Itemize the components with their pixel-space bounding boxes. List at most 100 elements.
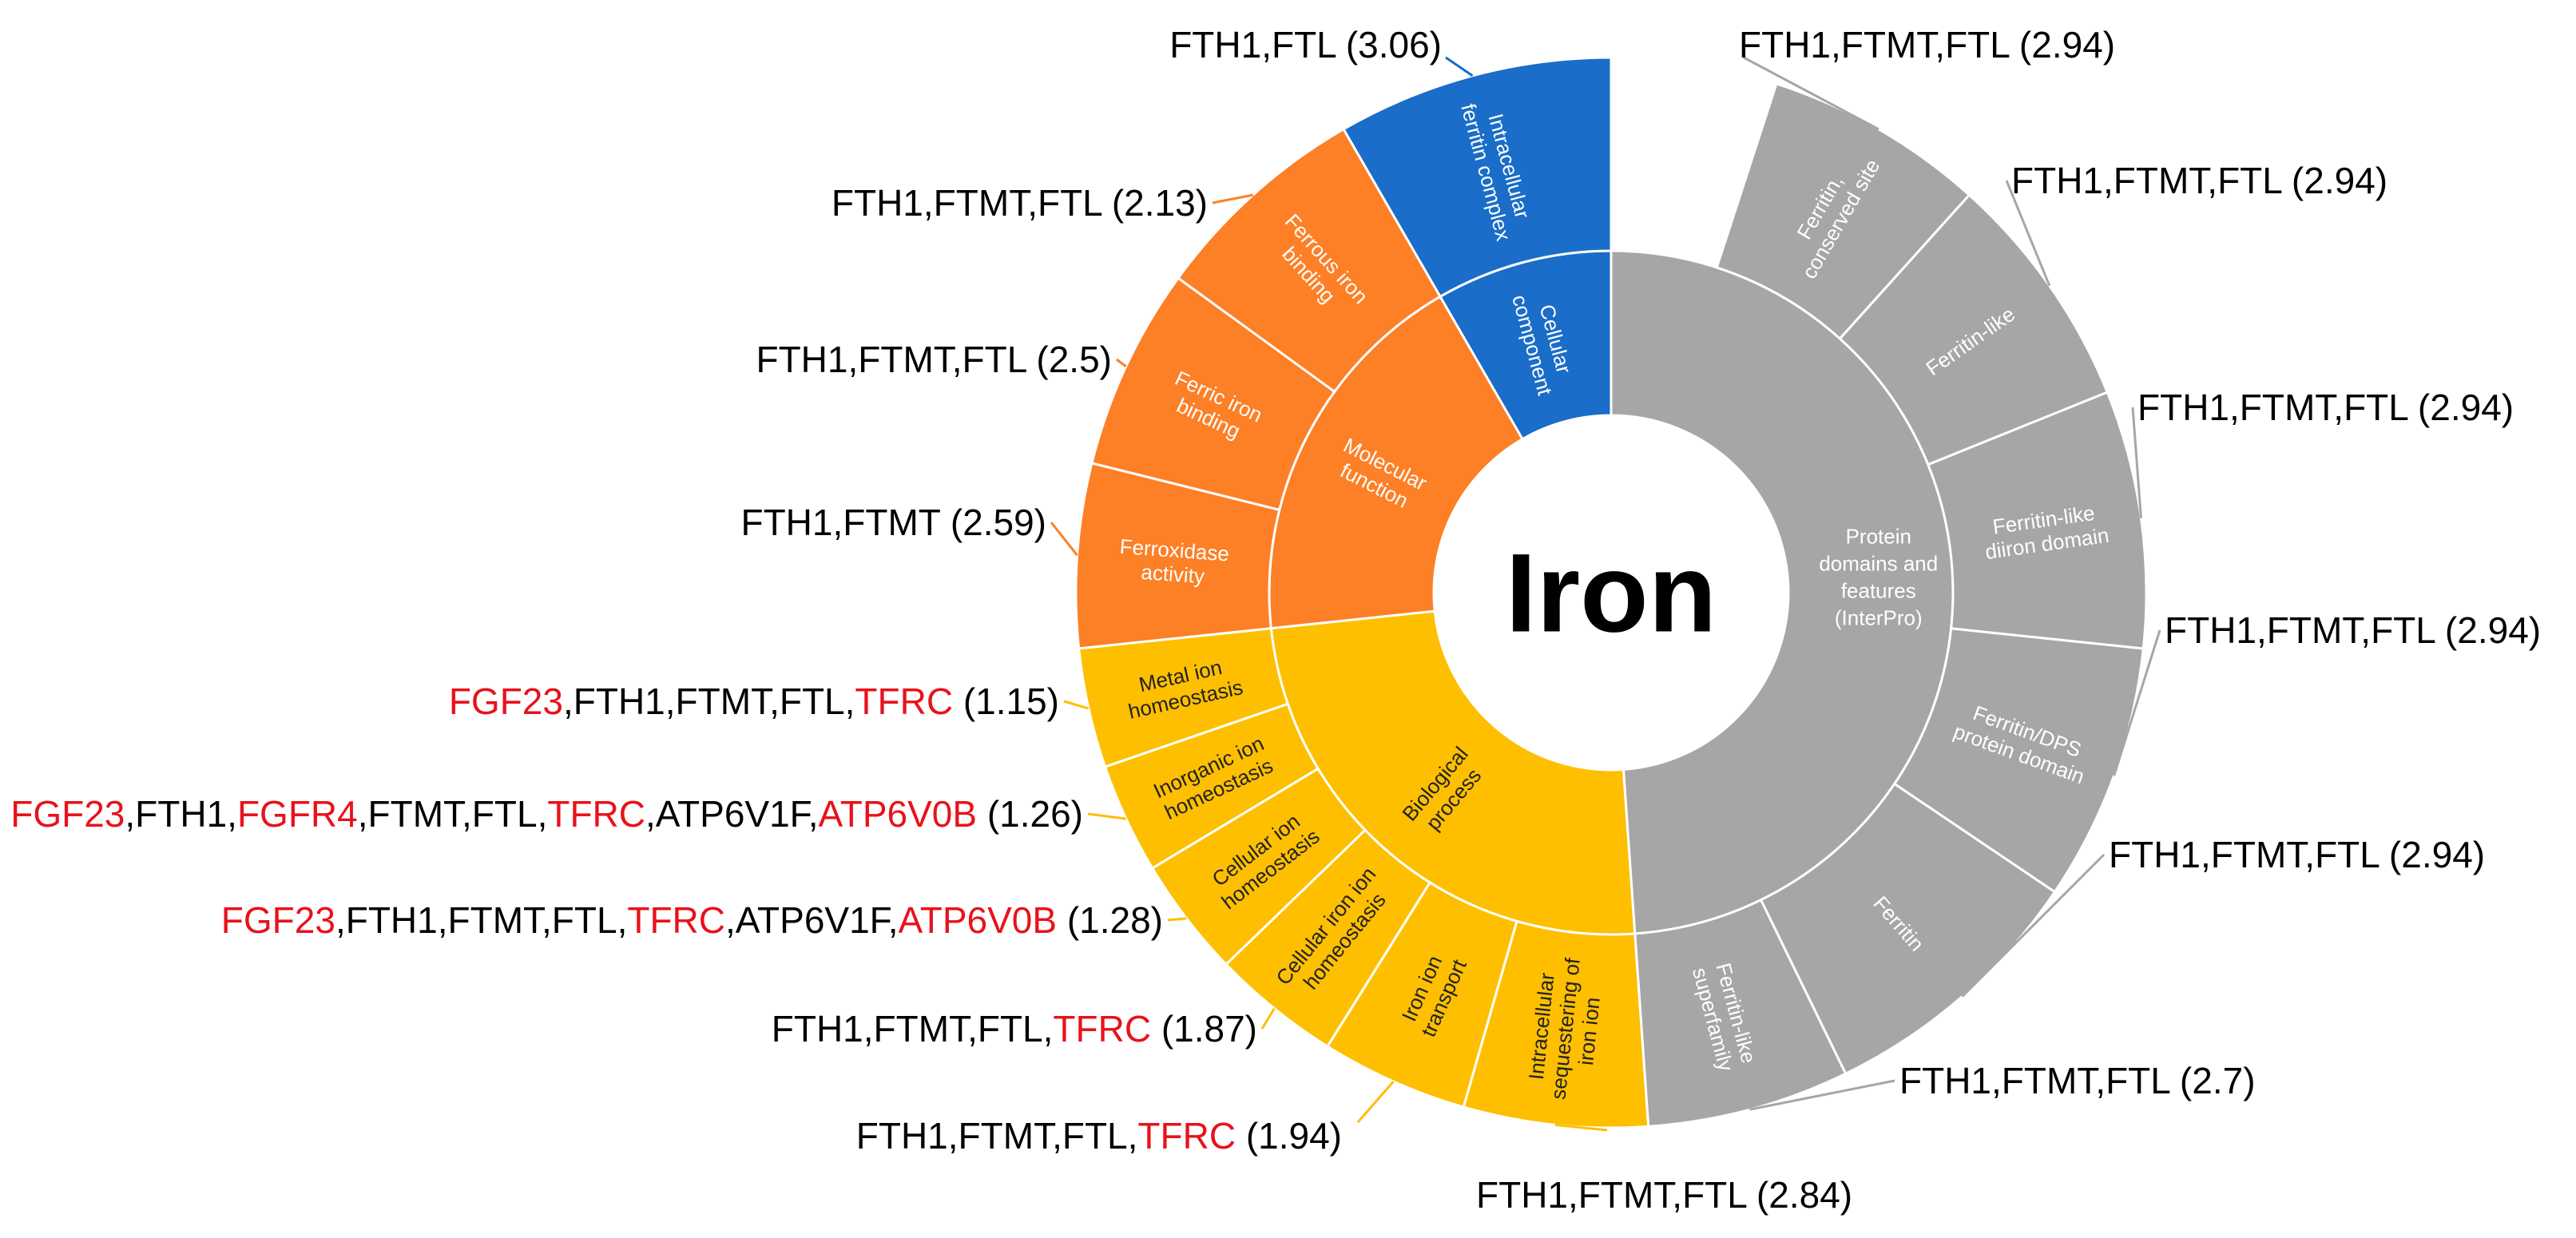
score: (2.13)	[1101, 182, 1208, 224]
gene-label-ferritin-like-superfamily: FTH1,FTMT,FTL (2.7)	[1899, 1060, 2256, 1101]
gene-name: TFRC	[855, 681, 953, 722]
gene-name: FTH1	[135, 793, 227, 835]
gene-name: FTMT	[2267, 609, 2365, 651]
gene-label-intracellular-sequestering-of-iron-ion: FTH1,FTMT,FTL (2.84)	[1476, 1174, 1852, 1216]
leader-line	[1749, 1079, 1895, 1111]
score: (2.94)	[2407, 387, 2514, 428]
leader-line	[1260, 1007, 1276, 1030]
gene-name: ATP6V1F	[656, 793, 812, 835]
gene-name: FGF23	[449, 681, 563, 722]
gene-name: FGF23	[221, 899, 335, 941]
gene-name: ATP6V1F	[736, 899, 891, 941]
gene-label-ferroxidase-activity: FTH1,FTMT (2.59)	[740, 502, 1046, 543]
gene-name: FTL	[2371, 609, 2435, 651]
gene-name: FTMT	[2114, 160, 2212, 201]
gene-name: FTL	[963, 339, 1027, 380]
gene-name: FTL	[1062, 1115, 1128, 1157]
gene-name: FTH1	[574, 681, 665, 722]
leader-lines	[1050, 56, 2161, 1132]
gene-name: FTH1	[1476, 1174, 1568, 1216]
leader-line	[1167, 917, 1187, 922]
outer-segment-intracellular-sequestering-of-iron-ion	[1462, 919, 1650, 1129]
gene-name: FTMT	[858, 339, 956, 380]
score: (2.5)	[1026, 339, 1112, 380]
leader-line	[1087, 812, 1126, 820]
gene-label-ferritin-dps-protein-domain: FTH1,FTMT,FTL (2.94)	[2165, 609, 2541, 651]
score: (1.87)	[1151, 1008, 1257, 1050]
gene-name: FTL	[1945, 24, 2010, 65]
gene-name: FTH1	[2109, 834, 2201, 875]
gene-name: FTMT	[2002, 1060, 2100, 1101]
gene-label-cellular-ion-homeostasis: FGF23,FTH1,FTMT,FTL,TFRC,ATP6V1F,ATP6V0B…	[221, 899, 1163, 941]
gene-name: FGF23	[10, 793, 125, 835]
gene-name: FTMT	[676, 681, 774, 722]
gene-name: FTH1	[2137, 387, 2229, 428]
score: (3.06)	[1336, 24, 1442, 65]
leader-line	[1356, 1081, 1395, 1123]
gene-name: FTL	[1272, 24, 1336, 65]
leader-line	[2113, 629, 2161, 776]
gene-name: FTH1	[832, 182, 923, 224]
outer-segment-inorganic-ion-homeostasis	[1103, 702, 1320, 871]
center-hole	[1434, 415, 1788, 770]
gene-name: FTH1	[740, 502, 832, 543]
gene-label-ferritin-like: FTH1,FTMT,FTL (2.94)	[2011, 160, 2387, 201]
gene-name: ATP6V0B	[898, 899, 1057, 941]
gene-name: TFRC	[1053, 1008, 1151, 1050]
gene-name: FTH1	[756, 339, 847, 380]
gene-name: FTH1	[1899, 1060, 1991, 1101]
score: (2.59)	[940, 502, 1046, 543]
gene-name: FTMT	[874, 1008, 972, 1050]
gene-name: FTL	[552, 899, 617, 941]
outer-segment-ferritin-like-superfamily	[1633, 898, 1848, 1128]
outer-segment-ferrous-iron-binding	[1176, 127, 1443, 394]
gene-label-ferritin: FTH1,FTMT,FTL (2.94)	[2109, 834, 2485, 875]
gene-name: FTL	[1038, 182, 1102, 224]
outer-segment-ferritin-like-diiron-domain	[1926, 391, 2148, 650]
gene-name: FTL	[2344, 387, 2408, 428]
outer-segment-ferroxidase-activity	[1074, 462, 1281, 650]
gene-name: FTH1	[856, 1115, 948, 1157]
gene-name: FTMT	[1578, 1174, 1677, 1216]
gene-name: FTL	[978, 1008, 1043, 1050]
outer-segment-metal-ion-homeostasis	[1078, 627, 1290, 769]
gene-name: FTH1	[346, 899, 438, 941]
external-labels: FTH1,FTL (3.06) FTH1,FTMT,FTL (2.13) FTH1,…	[10, 24, 2541, 1216]
gene-name: ATP6V0B	[818, 793, 977, 835]
gene-name: FTL	[2217, 160, 2282, 201]
leader-line	[1554, 1123, 1608, 1132]
leader-line	[1063, 700, 1090, 710]
outer-segment-cellular-ion-homeostasis	[1150, 767, 1367, 966]
gene-name: FTMT	[368, 793, 466, 835]
leader-line	[1212, 193, 1253, 204]
gene-name: FGFR4	[237, 793, 358, 835]
outer-segment-iron-ion-transport	[1325, 880, 1518, 1109]
gene-label-ferrous-iron-binding: FTH1,FTMT,FTL (2.13)	[832, 182, 1208, 224]
leader-line	[2131, 407, 2142, 518]
gene-name: FTH1	[1169, 24, 1261, 65]
gene-name: TFRC	[627, 899, 725, 941]
gene-name: FTL	[472, 793, 538, 835]
score: (2.94)	[2435, 609, 2541, 651]
outer-segment-intracellular-ferritin-complex	[1341, 56, 1613, 299]
score: (1.26)	[977, 793, 1083, 835]
leader-line	[2005, 180, 2051, 287]
gene-name: FTMT	[934, 182, 1032, 224]
inner-label-protein-domains-and-features-interpro: Protein domains and features (InterPro)	[1819, 524, 1938, 629]
gene-name: FTH1	[1739, 24, 1831, 65]
gene-name: FTMT	[2240, 387, 2338, 428]
gene-label-iron-ion-transport: FTH1,FTMT,FTL,TFRC (1.94)	[856, 1115, 1342, 1157]
gene-name: FTL	[1682, 1174, 1747, 1216]
gene-name: FTMT	[2211, 834, 2309, 875]
gene-label-ferritin-like-diiron-domain: FTH1,FTMT,FTL (2.94)	[2137, 387, 2514, 428]
gene-name: FTMT	[959, 1115, 1057, 1157]
gene-label-ferritin-conserved-site: FTH1,FTMT,FTL (2.94)	[1739, 24, 2115, 65]
gene-name: FTL	[2106, 1060, 2170, 1101]
score: (2.94)	[2379, 834, 2485, 875]
outer-segment-cellular-iron-ion-homeostasis	[1224, 828, 1432, 1049]
gene-name: FTMT	[448, 899, 546, 941]
gene-name: FTL	[780, 681, 845, 722]
gene-name: FTMT	[1841, 24, 1939, 65]
